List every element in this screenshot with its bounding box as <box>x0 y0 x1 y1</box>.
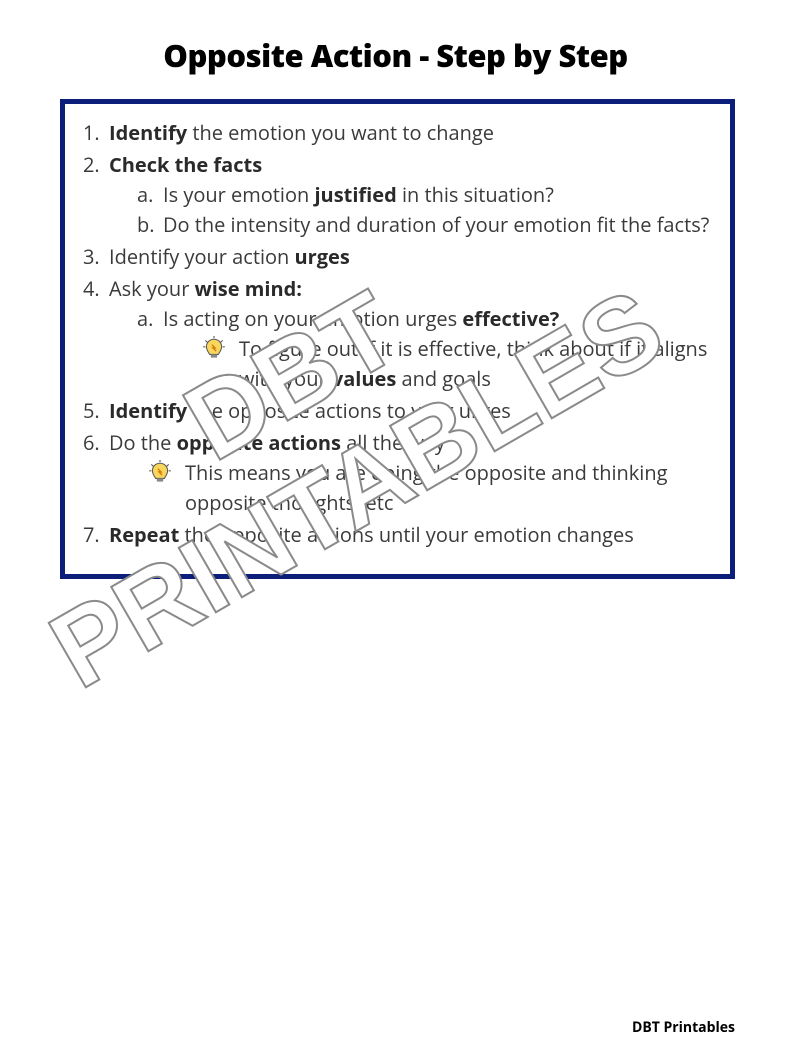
step-3-pre: Identify your action <box>109 243 295 270</box>
step-4-tip-list: To figure out if it is effective, think … <box>163 334 712 394</box>
page-title: Opposite Action - Step by Step <box>0 35 791 77</box>
step-4a: Is acting on your emotion urges effectiv… <box>137 304 712 394</box>
step-6: Do the opposite actions all the way This… <box>83 428 712 518</box>
step-5: Identify the opposite actions to your ur… <box>83 396 712 426</box>
step-2b: Do the intensity and duration of your em… <box>137 210 712 240</box>
step-4-tip-bold: values <box>332 365 396 392</box>
step-1-text: the emotion you want to change <box>187 119 494 146</box>
step-6-tip: This means you are doing the opposite an… <box>147 458 712 518</box>
step-6-tip-text: This means you are doing the opposite an… <box>185 459 667 516</box>
step-6-pre: Do the <box>109 429 177 456</box>
lightbulb-icon <box>147 460 173 486</box>
step-4: Ask your wise mind: Is acting on your em… <box>83 274 712 394</box>
step-6-tip-list: This means you are doing the opposite an… <box>109 458 712 518</box>
step-4-bold: wise mind: <box>195 275 302 302</box>
step-6-post: all the way <box>341 429 445 456</box>
step-1-bold: Identify <box>109 119 187 146</box>
step-4a-pre: Is acting on your emotion urges <box>163 305 462 332</box>
step-2-bold: Check the facts <box>109 151 262 178</box>
content-box: Identify the emotion you want to change … <box>60 99 735 579</box>
step-2a-bold: justified <box>314 181 396 208</box>
step-5-rest: the opposite actions to your urges <box>187 397 511 424</box>
footer-brand: DBT Printables <box>632 1018 735 1037</box>
step-2a-pre: Is your emotion <box>163 181 314 208</box>
step-5-bold: Identify <box>109 397 187 424</box>
step-7-rest: the opposite actions until your emotion … <box>179 521 634 548</box>
step-4-tip-post: and goals <box>396 365 491 392</box>
lightbulb-icon <box>201 336 227 362</box>
step-7-bold: Repeat <box>109 521 179 548</box>
step-6-bold: opposite actions <box>177 429 341 456</box>
step-4a-bold: effective? <box>462 305 559 332</box>
steps-list: Identify the emotion you want to change … <box>83 118 712 550</box>
step-2a-post: in this situation? <box>397 181 554 208</box>
step-3: Identify your action urges <box>83 242 712 272</box>
step-4-pre: Ask your <box>109 275 195 302</box>
step-4-tip: To figure out if it is effective, think … <box>201 334 712 394</box>
step-3-bold: urges <box>295 243 350 270</box>
step-1: Identify the emotion you want to change <box>83 118 712 148</box>
step-2-sublist: Is your emotion justified in this situat… <box>109 180 712 240</box>
step-2: Check the facts Is your emotion justifie… <box>83 150 712 240</box>
step-7: Repeat the opposite actions until your e… <box>83 520 712 550</box>
step-4-sublist: Is acting on your emotion urges effectiv… <box>109 304 712 394</box>
step-2a: Is your emotion justified in this situat… <box>137 180 712 210</box>
